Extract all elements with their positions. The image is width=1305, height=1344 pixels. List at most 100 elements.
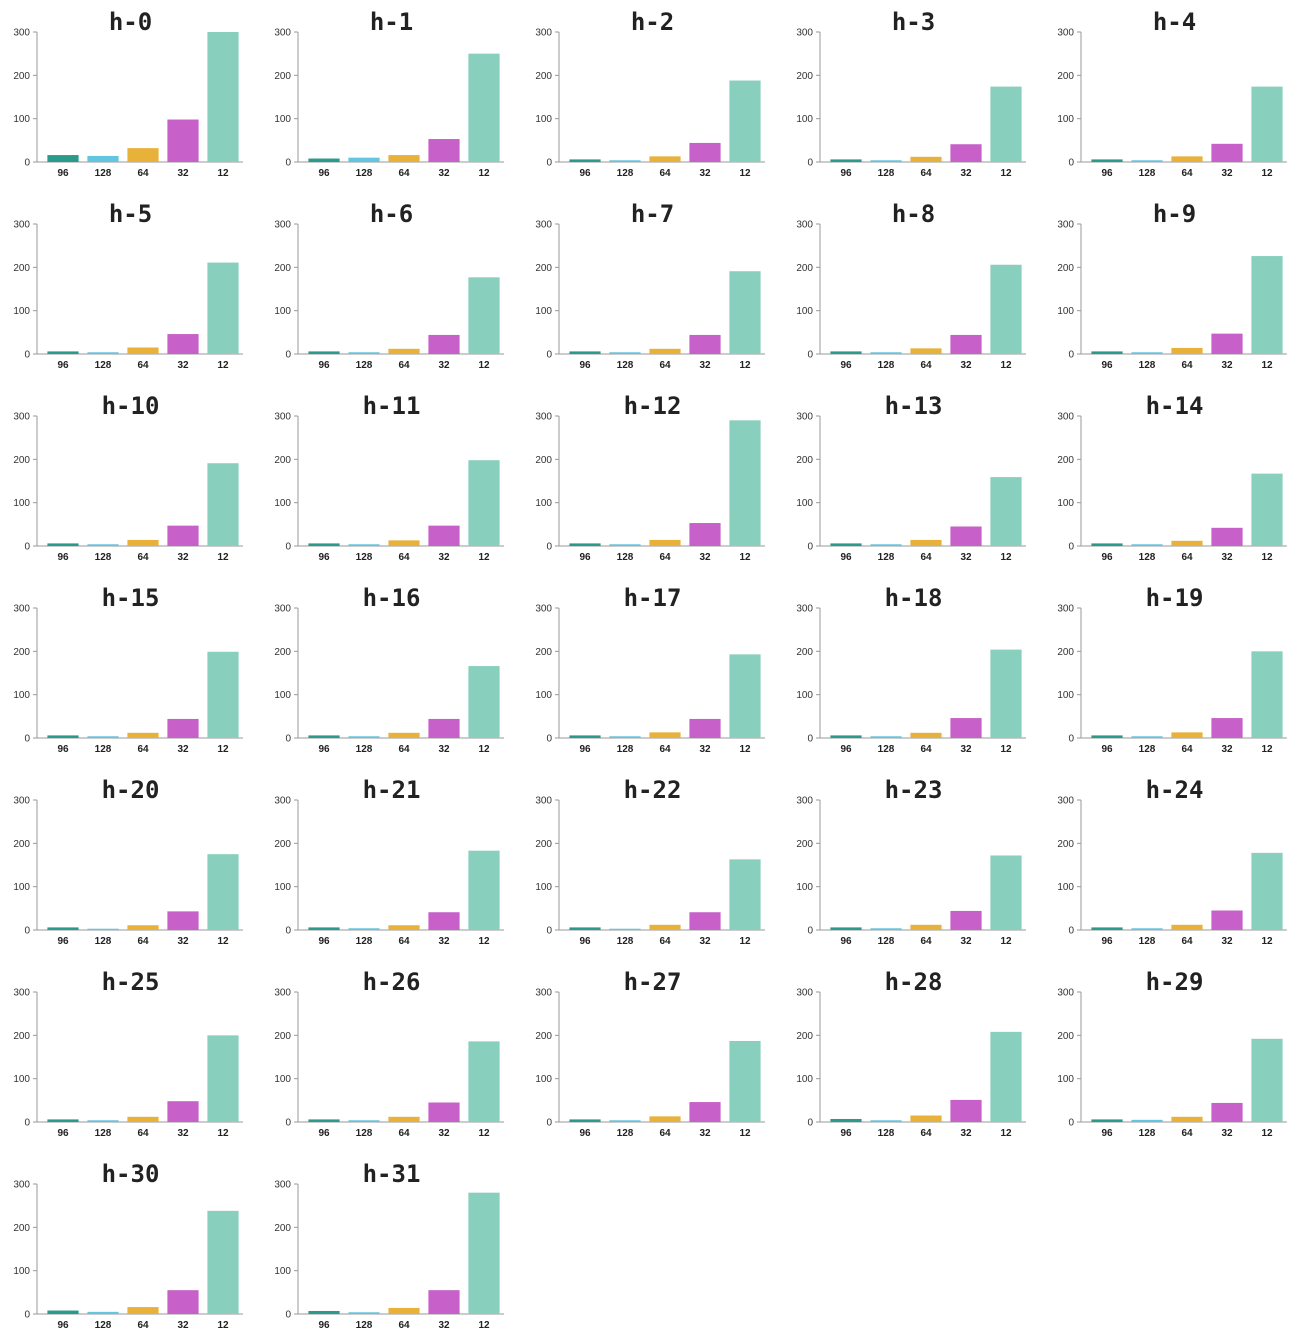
x-tick-label: 64 xyxy=(137,1128,149,1139)
chart-panel-h-3: h-3 0 100 200 300 96 128 64 32 12 xyxy=(783,0,1044,192)
bar-96 xyxy=(308,735,340,738)
bar-128 xyxy=(87,928,119,930)
bar-64 xyxy=(910,156,942,162)
y-tick-label: 0 xyxy=(1068,542,1074,553)
bar-96 xyxy=(569,543,601,546)
bar-64 xyxy=(649,156,681,162)
bar-chart-svg: 0 100 200 300 96 128 64 32 12 xyxy=(274,988,504,1139)
bar-64 xyxy=(910,539,942,546)
y-tick-label: 0 xyxy=(1068,350,1074,361)
y-tick-label: 100 xyxy=(13,114,30,125)
x-tick-label: 12 xyxy=(217,552,229,563)
x-tick-label: 96 xyxy=(579,744,591,755)
y-tick-label: 200 xyxy=(274,839,291,850)
x-tick-label: 96 xyxy=(318,168,330,179)
bar-128 xyxy=(87,544,119,546)
y-tick-label: 0 xyxy=(546,350,552,361)
bar-chart-svg: 0 100 200 300 96 128 64 32 12 xyxy=(535,796,765,947)
y-tick-label: 100 xyxy=(796,1074,813,1085)
x-tick-label: 128 xyxy=(95,744,112,755)
x-tick-label: 96 xyxy=(318,1320,330,1331)
x-tick-label: 64 xyxy=(398,1128,410,1139)
chart-title: h-31 xyxy=(362,1160,421,1188)
x-tick-label: 128 xyxy=(95,168,112,179)
bar-128 xyxy=(348,928,380,930)
x-tick-label: 128 xyxy=(1139,744,1156,755)
chart-title: h-11 xyxy=(362,392,421,420)
bar-96 xyxy=(830,735,862,738)
x-tick-label: 96 xyxy=(840,744,852,755)
y-tick-label: 300 xyxy=(1057,604,1074,615)
x-tick-label: 64 xyxy=(659,936,671,947)
x-tick-label: 32 xyxy=(960,744,972,755)
y-tick-label: 0 xyxy=(1068,1118,1074,1129)
x-tick-label: 32 xyxy=(177,168,189,179)
bar-64 xyxy=(910,1115,942,1122)
x-tick-label: 32 xyxy=(438,1320,450,1331)
bar-64 xyxy=(127,539,159,546)
bar-32 xyxy=(167,718,199,738)
y-tick-label: 300 xyxy=(274,412,291,423)
bar-chart-svg: 0 100 200 300 96 128 64 32 12 xyxy=(535,988,765,1139)
x-tick-label: 32 xyxy=(960,552,972,563)
chart-panel-h-27: h-27 0 100 200 300 96 128 64 32 12 xyxy=(522,960,783,1152)
bar-32 xyxy=(1211,333,1243,354)
x-tick-label: 128 xyxy=(95,1320,112,1331)
bar-32 xyxy=(689,523,721,546)
chart-panel-h-14: h-14 0 100 200 300 96 128 64 32 12 xyxy=(1044,384,1305,576)
y-tick-label: 100 xyxy=(13,882,30,893)
chart-title: h-1 xyxy=(369,8,414,36)
x-tick-label: 128 xyxy=(1139,168,1156,179)
chart-title: h-5 xyxy=(108,200,153,228)
x-tick-label: 64 xyxy=(920,936,932,947)
bar-12 xyxy=(729,80,761,162)
y-tick-label: 200 xyxy=(13,455,30,466)
chart-title: h-21 xyxy=(362,776,421,804)
bar-32 xyxy=(1211,718,1243,738)
x-tick-label: 12 xyxy=(739,936,751,947)
x-tick-label: 64 xyxy=(137,744,149,755)
x-tick-label: 128 xyxy=(95,360,112,371)
x-tick-label: 12 xyxy=(478,360,490,371)
x-tick-label: 96 xyxy=(1101,744,1113,755)
bar-12 xyxy=(207,32,239,162)
x-tick-label: 32 xyxy=(960,1128,972,1139)
bar-128 xyxy=(609,160,641,162)
bar-chart-svg: 0 100 200 300 96 128 64 32 12 xyxy=(274,220,504,371)
y-tick-label: 100 xyxy=(796,882,813,893)
y-tick-label: 100 xyxy=(1057,882,1074,893)
bar-chart-svg: 0 100 200 300 96 128 64 32 12 xyxy=(1057,604,1287,755)
x-tick-label: 12 xyxy=(1000,168,1012,179)
y-tick-label: 300 xyxy=(796,220,813,231)
bar-32 xyxy=(1211,910,1243,930)
bar-12 xyxy=(1251,473,1283,546)
bar-12 xyxy=(729,420,761,546)
y-tick-label: 0 xyxy=(1068,926,1074,937)
y-tick-label: 100 xyxy=(13,1074,30,1085)
y-tick-label: 200 xyxy=(796,71,813,82)
chart-panel-h-25: h-25 0 100 200 300 96 128 64 32 12 xyxy=(0,960,261,1152)
x-tick-label: 32 xyxy=(177,936,189,947)
y-tick-label: 0 xyxy=(807,158,813,169)
x-tick-label: 12 xyxy=(739,360,751,371)
y-tick-label: 300 xyxy=(13,220,30,231)
x-tick-label: 96 xyxy=(1101,552,1113,563)
y-tick-label: 300 xyxy=(796,604,813,615)
chart-panel-h-28: h-28 0 100 200 300 96 128 64 32 12 xyxy=(783,960,1044,1152)
bar-128 xyxy=(870,1120,902,1122)
bar-12 xyxy=(207,1210,239,1314)
x-tick-label: 64 xyxy=(398,360,410,371)
y-tick-label: 100 xyxy=(796,114,813,125)
x-tick-label: 32 xyxy=(438,744,450,755)
bar-96 xyxy=(308,1119,340,1122)
bar-64 xyxy=(1171,156,1203,162)
y-tick-label: 300 xyxy=(796,988,813,999)
bar-128 xyxy=(1131,352,1163,354)
bar-chart-svg: 0 100 200 300 96 128 64 32 12 xyxy=(274,412,504,563)
bar-64 xyxy=(388,1307,420,1314)
y-tick-label: 300 xyxy=(13,1180,30,1191)
chart-panel-h-31: h-31 0 100 200 300 96 128 64 32 12 xyxy=(261,1152,522,1344)
y-tick-label: 0 xyxy=(285,158,291,169)
x-tick-label: 12 xyxy=(739,552,751,563)
bar-128 xyxy=(870,544,902,546)
